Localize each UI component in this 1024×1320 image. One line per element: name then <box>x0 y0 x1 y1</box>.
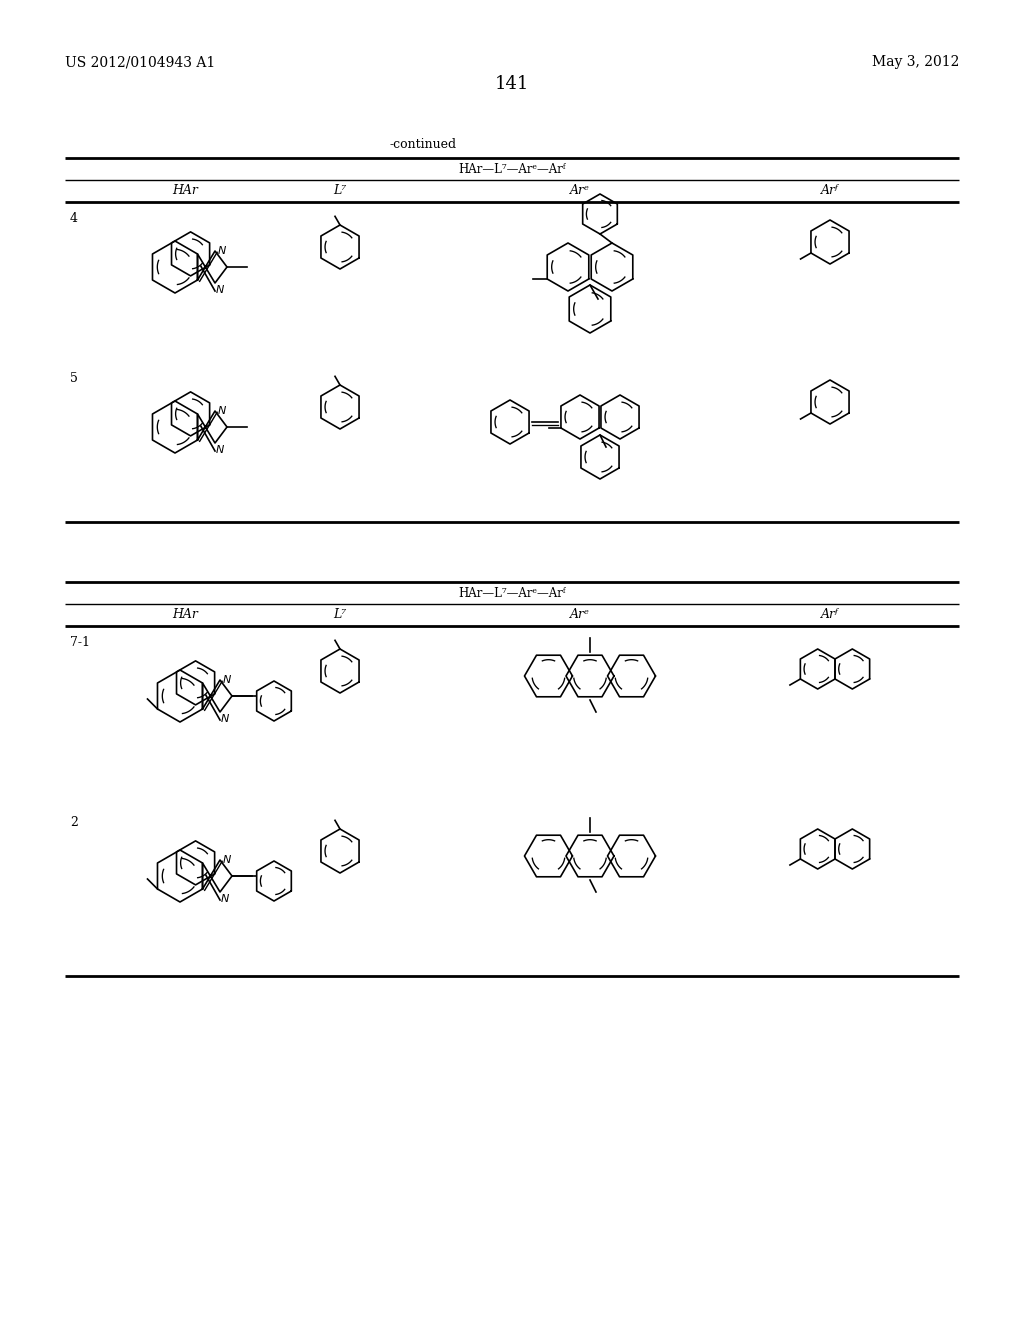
Text: -continued: -continued <box>390 139 457 150</box>
Text: N: N <box>223 675 231 685</box>
Text: 141: 141 <box>495 75 529 92</box>
Text: L⁷: L⁷ <box>334 183 347 197</box>
Text: HAr: HAr <box>172 183 198 197</box>
Text: HAr—L⁷—Arᵉ—Arᶠ: HAr—L⁷—Arᵉ—Arᶠ <box>459 162 565 176</box>
Text: N: N <box>218 407 226 416</box>
Text: N: N <box>218 246 226 256</box>
Text: 2: 2 <box>70 816 78 829</box>
Text: 7-1: 7-1 <box>70 636 90 649</box>
Text: Arᵉ: Arᵉ <box>570 609 590 620</box>
Text: HAr—L⁷—Arᵉ—Arᶠ: HAr—L⁷—Arᵉ—Arᶠ <box>459 587 565 601</box>
Text: Arᶠ: Arᶠ <box>821 609 839 620</box>
Text: Arᶠ: Arᶠ <box>821 183 839 197</box>
Text: HAr: HAr <box>172 609 198 620</box>
Text: 5: 5 <box>70 372 78 385</box>
Text: N: N <box>221 714 229 723</box>
Text: L⁷: L⁷ <box>334 609 347 620</box>
Text: N: N <box>216 445 224 455</box>
Text: 4: 4 <box>70 213 78 224</box>
Text: May 3, 2012: May 3, 2012 <box>871 55 959 69</box>
Text: N: N <box>223 855 231 865</box>
Text: N: N <box>216 285 224 294</box>
Text: US 2012/0104943 A1: US 2012/0104943 A1 <box>65 55 215 69</box>
Text: Arᵉ: Arᵉ <box>570 183 590 197</box>
Text: N: N <box>221 894 229 904</box>
